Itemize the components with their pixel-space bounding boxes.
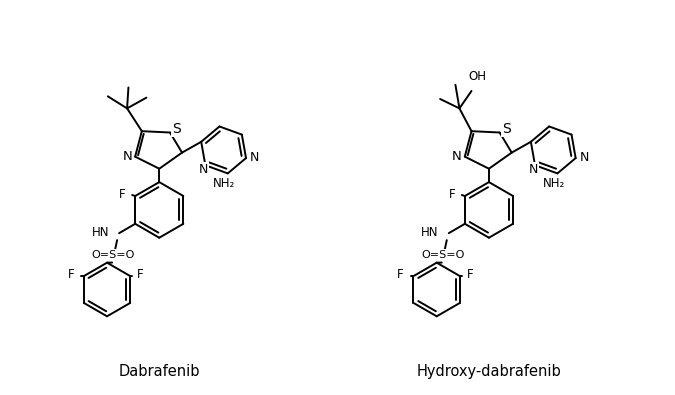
Text: S: S bbox=[502, 122, 511, 135]
Text: S: S bbox=[173, 122, 182, 135]
Text: N: N bbox=[122, 150, 132, 163]
Text: F: F bbox=[68, 267, 74, 280]
Text: F: F bbox=[398, 267, 404, 280]
Text: N: N bbox=[250, 150, 260, 164]
Text: NH₂: NH₂ bbox=[543, 177, 565, 190]
Text: F: F bbox=[137, 267, 144, 280]
Text: F: F bbox=[449, 188, 455, 201]
Text: O=S=O: O=S=O bbox=[91, 250, 135, 260]
Text: HN: HN bbox=[421, 226, 439, 239]
Text: Dabrafenib: Dabrafenib bbox=[119, 364, 200, 379]
Text: N: N bbox=[452, 150, 462, 163]
Text: Hydroxy-dabrafenib: Hydroxy-dabrafenib bbox=[416, 364, 562, 379]
Text: HN: HN bbox=[92, 226, 109, 239]
Text: N: N bbox=[580, 150, 589, 164]
Text: NH₂: NH₂ bbox=[213, 177, 236, 190]
Text: F: F bbox=[119, 188, 126, 201]
Text: N: N bbox=[529, 163, 538, 176]
Text: N: N bbox=[198, 163, 208, 176]
Text: O=S=O: O=S=O bbox=[421, 250, 464, 260]
Text: F: F bbox=[466, 267, 473, 280]
Text: OH: OH bbox=[468, 70, 486, 83]
